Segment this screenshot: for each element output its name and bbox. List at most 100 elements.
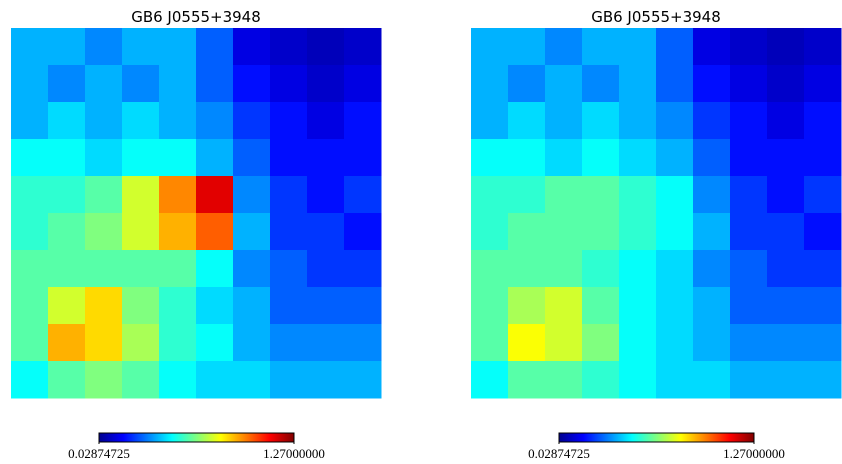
heatmap-cell xyxy=(508,250,546,288)
heatmap-cell xyxy=(730,213,768,251)
heatmap-cell xyxy=(11,176,49,214)
heatmap-cell xyxy=(656,324,694,362)
heatmap-cell xyxy=(508,324,546,362)
heatmap-cell xyxy=(11,139,49,177)
heatmap-cell xyxy=(11,324,49,362)
heatmap-cell xyxy=(804,102,842,140)
colorbar xyxy=(98,432,295,443)
heatmap-cell xyxy=(619,28,657,66)
heatmap-cell xyxy=(767,213,805,251)
heatmap-cell xyxy=(270,287,308,325)
heatmap-cell xyxy=(656,361,694,399)
heatmap-cell xyxy=(804,65,842,103)
heatmap-cell xyxy=(85,139,123,177)
heatmap-cell xyxy=(233,28,271,66)
heatmap-cell xyxy=(471,250,509,288)
colorbar xyxy=(558,432,755,443)
heatmap-cell xyxy=(11,213,49,251)
heatmap-cell xyxy=(85,28,123,66)
heatmap-cell xyxy=(307,213,345,251)
chart-title: GB6 J0555+3948 xyxy=(591,8,721,26)
heatmap-cell xyxy=(656,176,694,214)
heatmap-cell xyxy=(270,213,308,251)
heatmap-cell xyxy=(471,176,509,214)
heatmap-cell xyxy=(48,65,86,103)
heatmap-cell xyxy=(233,176,271,214)
heatmap-cell xyxy=(582,213,620,251)
heatmap-cell xyxy=(196,28,234,66)
heatmap-cell xyxy=(693,65,731,103)
heatmap-cell xyxy=(656,250,694,288)
heatmap-cell xyxy=(656,102,694,140)
heatmap-cell xyxy=(767,287,805,325)
heatmap-cell xyxy=(693,139,731,177)
heatmap-cell xyxy=(11,102,49,140)
colorbar-tick-label: 1.27000000 xyxy=(723,446,785,461)
heatmap-cell xyxy=(508,102,546,140)
heatmap-cell xyxy=(619,324,657,362)
heatmap-cell xyxy=(270,65,308,103)
heatmap-cell xyxy=(471,28,509,66)
heatmap-cell xyxy=(344,28,382,66)
heatmap-cell xyxy=(233,139,271,177)
heatmap-cell xyxy=(233,250,271,288)
heatmap-cell xyxy=(85,102,123,140)
heatmap-cell xyxy=(48,250,86,288)
heatmap-cell xyxy=(471,361,509,399)
heatmap-cell xyxy=(804,361,842,399)
heatmap-cell xyxy=(307,139,345,177)
heatmap-cell xyxy=(656,139,694,177)
heatmap-cell xyxy=(344,287,382,325)
heatmap-cell xyxy=(196,176,234,214)
heatmap-cell xyxy=(508,176,546,214)
heatmap-cell xyxy=(767,139,805,177)
heatmap-cell xyxy=(804,324,842,362)
heatmap-cell xyxy=(270,176,308,214)
heatmap-cell xyxy=(11,250,49,288)
heatmap-cell xyxy=(656,287,694,325)
heatmap-cell xyxy=(619,139,657,177)
heatmap-cell xyxy=(196,324,234,362)
heatmap-cell xyxy=(767,324,805,362)
heatmap-cell xyxy=(767,361,805,399)
heatmap-cell xyxy=(619,287,657,325)
heatmap-cell xyxy=(122,287,160,325)
heatmap-cell xyxy=(307,65,345,103)
heatmap-cell xyxy=(159,65,197,103)
heatmap-cell xyxy=(122,176,160,214)
heatmap-cell xyxy=(619,361,657,399)
heatmap-cell xyxy=(582,176,620,214)
heatmap-cell xyxy=(545,361,583,399)
heatmap-cell xyxy=(48,213,86,251)
heatmap-cell xyxy=(767,65,805,103)
heatmap-cell xyxy=(619,102,657,140)
heatmap-cell xyxy=(270,139,308,177)
heatmap-cell xyxy=(122,213,160,251)
heatmap-cell xyxy=(471,65,509,103)
heatmap-cell xyxy=(730,250,768,288)
heatmap-cell xyxy=(48,361,86,399)
heatmap-cell xyxy=(159,139,197,177)
heatmap-cell xyxy=(122,65,160,103)
heatmap-cell xyxy=(767,250,805,288)
heatmap-cell xyxy=(545,250,583,288)
heatmap-cell xyxy=(196,287,234,325)
heatmap-cell xyxy=(159,324,197,362)
heatmap-cell xyxy=(619,176,657,214)
heatmap-cell xyxy=(656,65,694,103)
heatmap-cell xyxy=(508,361,546,399)
heatmap-cell xyxy=(619,65,657,103)
heatmap-cell xyxy=(159,102,197,140)
heatmap-cell xyxy=(582,139,620,177)
heatmap-cell xyxy=(344,250,382,288)
heatmap-cell xyxy=(730,361,768,399)
heatmap-cell xyxy=(85,361,123,399)
heatmap-cell xyxy=(122,139,160,177)
heatmap-cell xyxy=(307,361,345,399)
heatmap-cell xyxy=(196,250,234,288)
heatmap-cell xyxy=(122,324,160,362)
heatmap-cell xyxy=(270,102,308,140)
chart-title: GB6 J0555+3948 xyxy=(131,8,261,26)
heatmap-cell xyxy=(48,324,86,362)
